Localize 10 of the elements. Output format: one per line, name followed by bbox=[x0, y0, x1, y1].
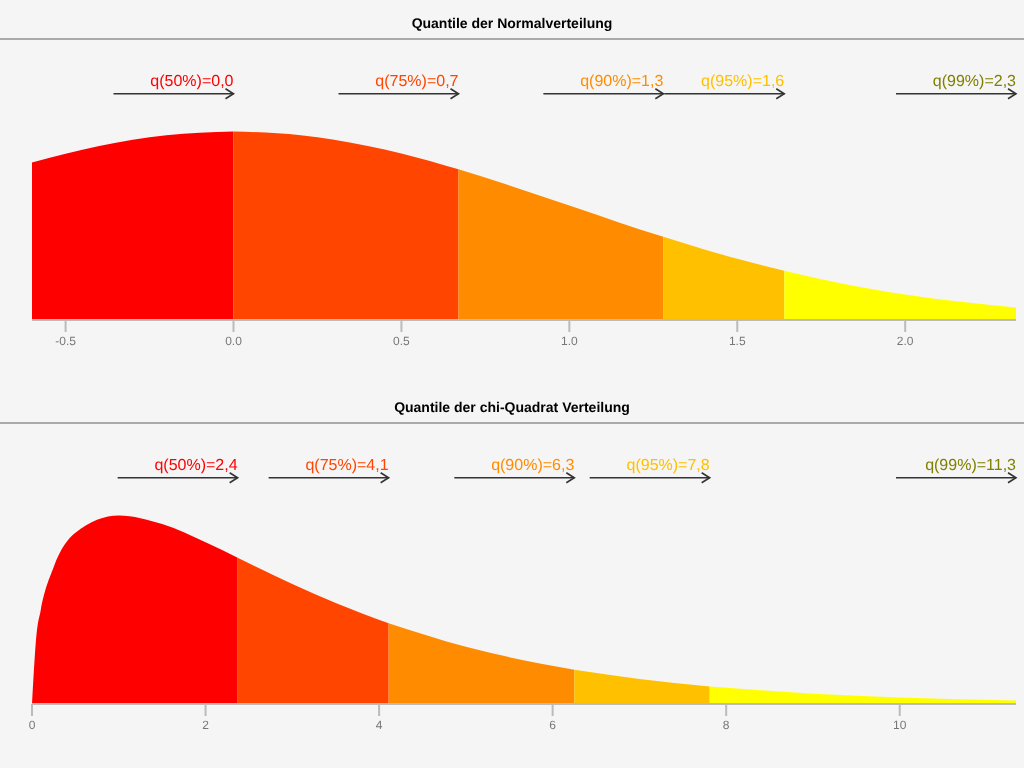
text: q(50%)=0,0 bbox=[150, 71, 235, 90]
text: q(75%)=4,1 bbox=[305, 455, 390, 474]
text: q(90%)=1,3 bbox=[580, 71, 665, 90]
text: q(95%)=7,8 bbox=[626, 455, 711, 474]
text: q(90%)=6,3 bbox=[491, 455, 576, 474]
text: q(99%)=11,3 bbox=[925, 455, 1018, 474]
text: q(75%)=0,7 bbox=[375, 71, 460, 90]
text: q(95%)=1,6 bbox=[701, 71, 786, 90]
text: q(99%)=2,3 bbox=[932, 71, 1018, 90]
text: q(50%)=2,4 bbox=[154, 455, 239, 474]
